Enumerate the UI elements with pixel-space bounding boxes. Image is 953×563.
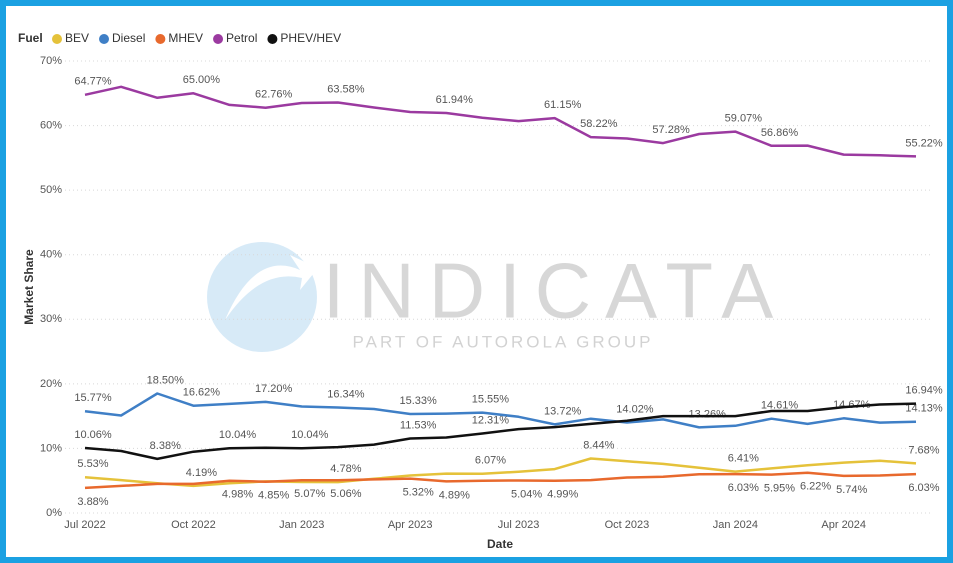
data-label: 14.13% [905, 403, 943, 415]
data-label: 17.20% [255, 383, 293, 395]
y-tick-label: 70% [40, 55, 62, 67]
y-tick-label: 60% [40, 119, 62, 131]
y-tick-label: 30% [40, 313, 62, 325]
x-tick-label: Jul 2022 [64, 519, 106, 531]
watermark: INDICATA [323, 247, 787, 335]
data-label: 5.07% [294, 488, 325, 500]
data-label: 18.50% [147, 374, 185, 386]
data-label: 5.06% [330, 488, 361, 500]
data-label: 12.31% [472, 414, 510, 426]
data-label: 11.53% [400, 419, 437, 431]
data-label: 5.95% [764, 482, 795, 494]
x-tick-label: Apr 2023 [388, 519, 433, 531]
data-label: 8.44% [583, 439, 614, 451]
data-label: 4.89% [439, 489, 470, 501]
legend-label: Petrol [226, 31, 257, 45]
data-label: 5.53% [77, 458, 108, 470]
data-label: 13.72% [544, 405, 582, 417]
y-tick-label: 40% [40, 249, 62, 261]
data-label: 6.03% [728, 482, 759, 494]
data-label: 5.04% [511, 488, 542, 500]
data-label: 64.77% [74, 76, 112, 88]
data-label: 61.15% [544, 99, 582, 111]
y-tick-label: 0% [46, 507, 62, 519]
legend-swatch [213, 34, 224, 44]
data-label: 6.07% [475, 455, 506, 467]
legend-label: BEV [65, 31, 89, 45]
x-tick-label: Jan 2023 [279, 519, 324, 531]
data-label: 15.55% [472, 393, 510, 405]
data-label: 61.94% [436, 94, 474, 106]
data-label: 65.00% [183, 74, 221, 86]
data-label: 15.33% [400, 395, 438, 407]
series-line [84, 85, 917, 158]
data-label: 63.58% [327, 83, 365, 95]
series-line [84, 457, 917, 488]
data-label: 58.22% [580, 118, 618, 130]
data-label: 57.28% [652, 124, 690, 136]
data-label: 13.26% [689, 408, 727, 420]
series-line [84, 392, 917, 429]
data-label: 6.03% [908, 482, 939, 494]
data-label: 8.38% [150, 440, 181, 452]
data-label: 59.07% [725, 112, 763, 124]
y-tick-label: 20% [40, 378, 62, 390]
series-line [84, 402, 917, 461]
data-label: 56.86% [761, 127, 799, 139]
legend-label: MHEV [168, 31, 203, 45]
legend-swatch [52, 34, 62, 44]
data-label: 4.98% [222, 489, 253, 501]
series-line [84, 471, 917, 490]
watermark-subtitle: PART OF AUTOROLA GROUP [353, 332, 654, 351]
x-axis-label: Date [487, 537, 513, 551]
data-label: 6.41% [728, 453, 759, 465]
data-label: 15.77% [74, 392, 112, 404]
data-label: 5.74% [836, 484, 867, 496]
data-label: 7.68% [908, 444, 939, 456]
legend-swatch [155, 34, 166, 44]
data-label: 4.99% [547, 489, 578, 501]
x-tick-label: Oct 2023 [605, 519, 650, 531]
data-label: 14.02% [616, 403, 654, 415]
data-label: 10.06% [74, 429, 112, 441]
data-label: 10.04% [219, 429, 257, 441]
data-label: 4.85% [258, 490, 289, 502]
x-tick-label: Oct 2022 [171, 519, 216, 531]
data-label: 4.78% [330, 463, 361, 475]
y-tick-label: 10% [40, 442, 62, 454]
data-label: 16.34% [327, 388, 365, 400]
legend-swatch [267, 34, 278, 44]
data-label: 16.94% [905, 385, 943, 397]
legend-label: PHEV/HEV [280, 31, 341, 45]
legend-title: Fuel [18, 31, 43, 45]
data-label: 14.61% [761, 400, 799, 412]
data-label: 62.76% [255, 89, 293, 101]
x-tick-label: Jan 2024 [713, 519, 758, 531]
legend-label: Diesel [112, 31, 145, 45]
y-axis-label: Market Share [22, 249, 36, 325]
watermark-logo [207, 242, 318, 352]
y-tick-label: 50% [40, 184, 62, 196]
data-label: 55.22% [905, 137, 943, 149]
x-tick-label: Apr 2024 [821, 519, 866, 531]
data-label: 3.88% [77, 496, 108, 508]
legend-swatch [99, 34, 110, 44]
data-label: 6.22% [800, 481, 831, 493]
data-label: 16.62% [183, 387, 221, 399]
x-tick-label: Jul 2023 [498, 519, 540, 531]
data-label: 5.32% [403, 487, 434, 499]
data-label: 10.04% [291, 429, 329, 441]
data-label: 4.19% [186, 467, 217, 479]
